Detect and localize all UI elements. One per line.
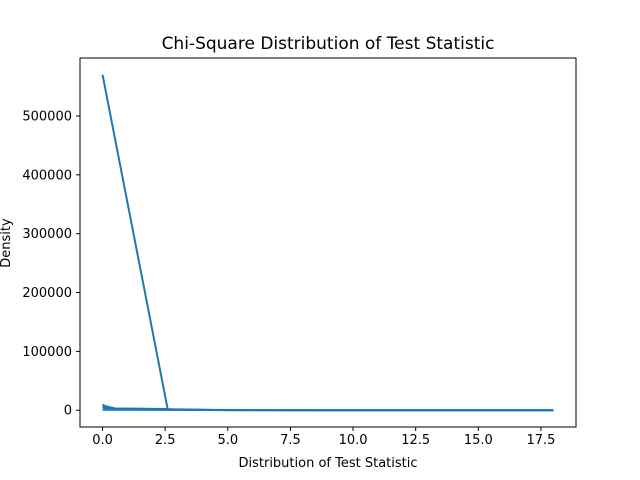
- plot-area: [101, 74, 554, 412]
- x-tick-label: 0.0: [92, 433, 113, 448]
- y-tick-label: 100000: [22, 345, 72, 360]
- x-axis-label: Distribution of Test Statistic: [238, 456, 417, 471]
- x-tick-label: 12.5: [401, 433, 430, 448]
- y-tick-label: 500000: [22, 109, 72, 124]
- y-tick-label: 300000: [22, 227, 72, 242]
- y-tick-label: 0: [64, 404, 72, 419]
- x-tick-label: 5.0: [217, 433, 238, 448]
- series-line-3: [101, 74, 169, 411]
- chart-title: Chi-Square Distribution of Test Statisti…: [162, 34, 495, 54]
- x-tick-label: 17.5: [526, 433, 555, 448]
- x-tick-label: 10.0: [339, 433, 368, 448]
- y-tick-label: 200000: [22, 286, 72, 301]
- y-axis-label: Density: [0, 218, 14, 268]
- plot-frame: [79, 57, 577, 428]
- x-tick-label: 2.5: [155, 433, 176, 448]
- y-tick-label: 400000: [22, 168, 72, 183]
- y-axis: 0 100000 200000 300000 400000 500000: [22, 109, 80, 419]
- x-axis: 0.0 2.5 5.0 7.5 10.0 12.5 15.0 17.5: [92, 427, 555, 448]
- x-tick-label: 15.0: [464, 433, 493, 448]
- x-tick-label: 7.5: [280, 433, 301, 448]
